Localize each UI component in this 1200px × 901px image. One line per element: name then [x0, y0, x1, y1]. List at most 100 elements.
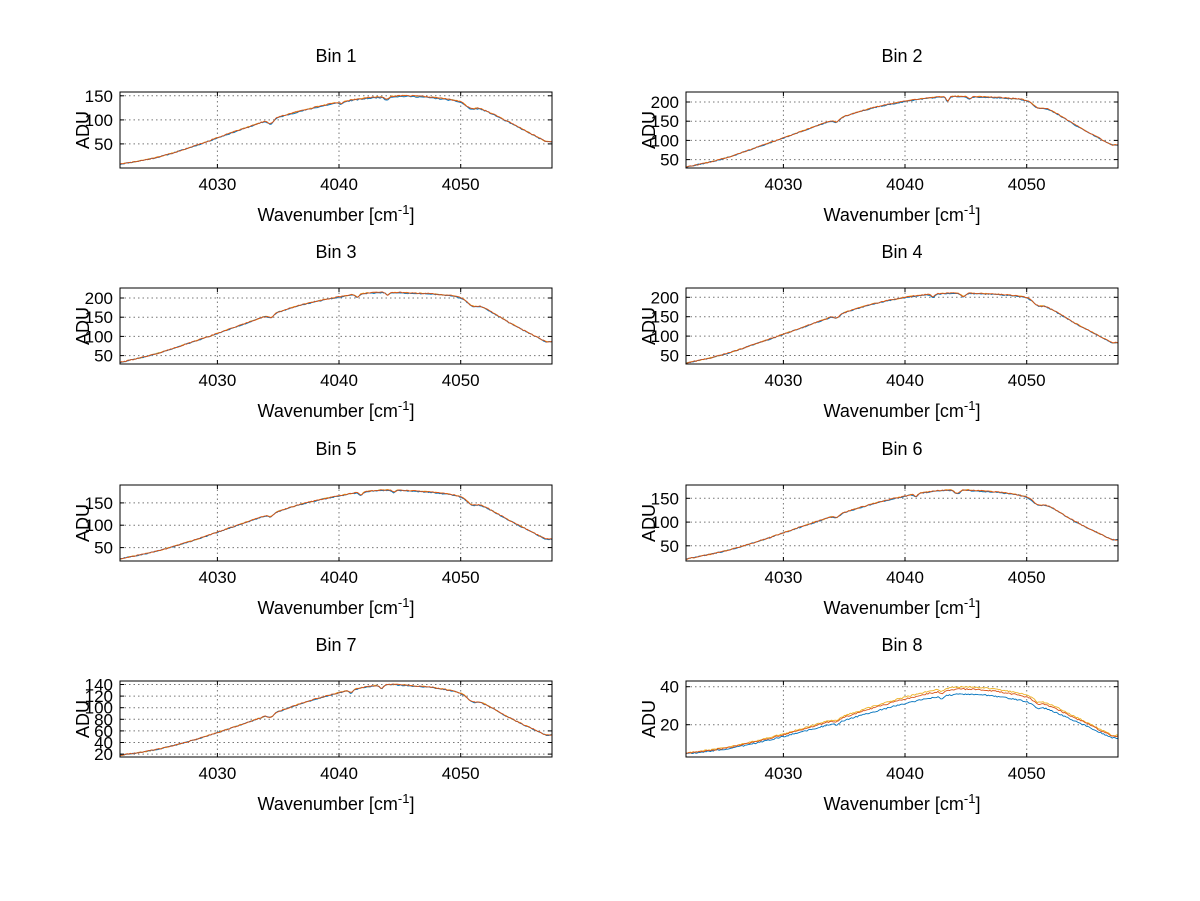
svg-text:100: 100: [85, 327, 113, 346]
svg-text:4050: 4050: [1008, 371, 1046, 390]
svg-text:100: 100: [651, 131, 679, 150]
x-axis-label-exponent: -1: [963, 791, 976, 806]
svg-text:4050: 4050: [442, 175, 480, 194]
x-axis-label-text: Wavenumber [cm: [257, 205, 398, 225]
svg-text:100: 100: [651, 513, 679, 532]
plot-title: Bin 2: [881, 46, 923, 66]
subplot-bin-5: 4030 4040 4050 50 100 150 Bin 5 ADU Wavenumbe…: [40, 433, 600, 630]
x-axis-label: Wavenumber [cm-1]: [686, 202, 1118, 226]
x-axis-label: Wavenumber [cm-1]: [120, 791, 552, 815]
svg-text:20: 20: [94, 745, 113, 764]
x-axis-label: Wavenumber [cm-1]: [686, 595, 1118, 619]
svg-text:50: 50: [660, 537, 679, 556]
x-axis-label-text: Wavenumber [cm: [823, 598, 964, 618]
svg-text:50: 50: [660, 151, 679, 170]
subplot-bin-3: 4030 4040 4050 50 100 150 200 Bin 3 ADU Wavenu…: [40, 236, 600, 433]
plot-area-bin-8: 4030 4040 4050 20 40: [660, 678, 1119, 783]
x-axis-label-exponent: -1: [397, 595, 410, 610]
y-axis-label: ADU: [639, 111, 659, 150]
svg-text:100: 100: [85, 699, 113, 718]
subplot-bin-1: 4030 4040 4050 50 100 150 Bin 1 ADU Wavenumbe…: [40, 40, 600, 237]
svg-text:4040: 4040: [886, 764, 924, 783]
svg-text:20: 20: [660, 716, 679, 735]
x-axis-label-bracket: ]: [409, 205, 415, 225]
x-axis-label-exponent: -1: [963, 202, 976, 217]
svg-text:4040: 4040: [320, 371, 358, 390]
x-axis-label: Wavenumber [cm-1]: [686, 398, 1118, 422]
svg-text:4050: 4050: [442, 568, 480, 587]
x-axis-label-text: Wavenumber [cm: [823, 794, 964, 814]
svg-text:4040: 4040: [886, 371, 924, 390]
svg-text:4040: 4040: [886, 568, 924, 587]
svg-text:50: 50: [94, 539, 113, 558]
svg-text:150: 150: [85, 308, 113, 327]
x-axis-label-exponent: -1: [963, 398, 976, 413]
svg-text:4030: 4030: [198, 764, 236, 783]
svg-text:4040: 4040: [320, 568, 358, 587]
y-axis-label: ADU: [73, 700, 93, 739]
y-axis-label: ADU: [639, 700, 659, 739]
x-axis-label-bracket: ]: [975, 205, 981, 225]
svg-text:200: 200: [651, 93, 679, 112]
plot-title: Bin 7: [315, 635, 357, 655]
svg-text:100: 100: [85, 111, 113, 130]
y-axis-label: ADU: [73, 307, 93, 346]
svg-text:150: 150: [651, 112, 679, 131]
x-axis-label-bracket: ]: [975, 401, 981, 421]
x-axis-label: Wavenumber [cm-1]: [120, 202, 552, 226]
svg-text:40: 40: [94, 734, 113, 753]
plot-title: Bin 5: [315, 439, 357, 459]
svg-text:100: 100: [85, 516, 113, 535]
x-axis-label-bracket: ]: [975, 794, 981, 814]
svg-text:100: 100: [651, 327, 679, 346]
x-axis-label-text: Wavenumber [cm: [257, 401, 398, 421]
x-axis-label-text: Wavenumber [cm: [257, 598, 398, 618]
x-axis-label-text: Wavenumber [cm: [257, 794, 398, 814]
x-axis-label-exponent: -1: [963, 595, 976, 610]
svg-text:4040: 4040: [886, 175, 924, 194]
svg-text:40: 40: [660, 678, 679, 697]
svg-text:80: 80: [94, 710, 113, 729]
svg-text:4050: 4050: [1008, 568, 1046, 587]
x-axis-label-exponent: -1: [397, 398, 410, 413]
svg-text:150: 150: [85, 494, 113, 513]
plot-title: Bin 4: [881, 242, 923, 262]
plot-title: Bin 6: [881, 439, 923, 459]
svg-text:150: 150: [651, 489, 679, 508]
x-axis-label: Wavenumber [cm-1]: [120, 398, 552, 422]
svg-text:4030: 4030: [198, 568, 236, 587]
plot-title: Bin 3: [315, 242, 357, 262]
x-axis-label-bracket: ]: [409, 794, 415, 814]
x-axis-label-text: Wavenumber [cm: [823, 205, 964, 225]
svg-text:4040: 4040: [320, 764, 358, 783]
svg-text:50: 50: [94, 135, 113, 154]
y-axis-label: ADU: [73, 111, 93, 150]
svg-text:4030: 4030: [764, 764, 802, 783]
svg-text:200: 200: [85, 289, 113, 308]
x-axis-label-bracket: ]: [409, 598, 415, 618]
subplot-bin-6: 4030 4040 4050 50 100 150 Bin 6 ADU Wavenumbe…: [606, 433, 1166, 630]
svg-text:50: 50: [660, 347, 679, 366]
x-axis-label-bracket: ]: [975, 598, 981, 618]
plot-title: Bin 8: [881, 635, 923, 655]
y-axis-label: ADU: [639, 504, 659, 543]
svg-text:4050: 4050: [442, 371, 480, 390]
subplot-bin-8: 4030 4040 4050 20 40 Bin 8 ADU Wavenumber [c…: [606, 629, 1166, 826]
plot-area-bin-6: 4030 4040 4050 50 100 150: [651, 484, 1119, 587]
svg-text:150: 150: [651, 308, 679, 327]
x-axis-label-bracket: ]: [409, 401, 415, 421]
svg-text:4030: 4030: [198, 175, 236, 194]
svg-text:150: 150: [85, 87, 113, 106]
subplot-bin-7: 4030 4040 4050 20 40 60 80 100 120 140 Bin 7 ADU …: [40, 629, 600, 826]
subplot-bin-2: 4030 4040 4050 50 100 150 200 Bin 2 ADU Wavenu…: [606, 40, 1166, 237]
x-axis-label-exponent: -1: [397, 202, 410, 217]
y-axis-label: ADU: [639, 307, 659, 346]
svg-text:4030: 4030: [764, 568, 802, 587]
svg-text:50: 50: [94, 347, 113, 366]
svg-text:4050: 4050: [1008, 175, 1046, 194]
svg-text:4050: 4050: [1008, 764, 1046, 783]
